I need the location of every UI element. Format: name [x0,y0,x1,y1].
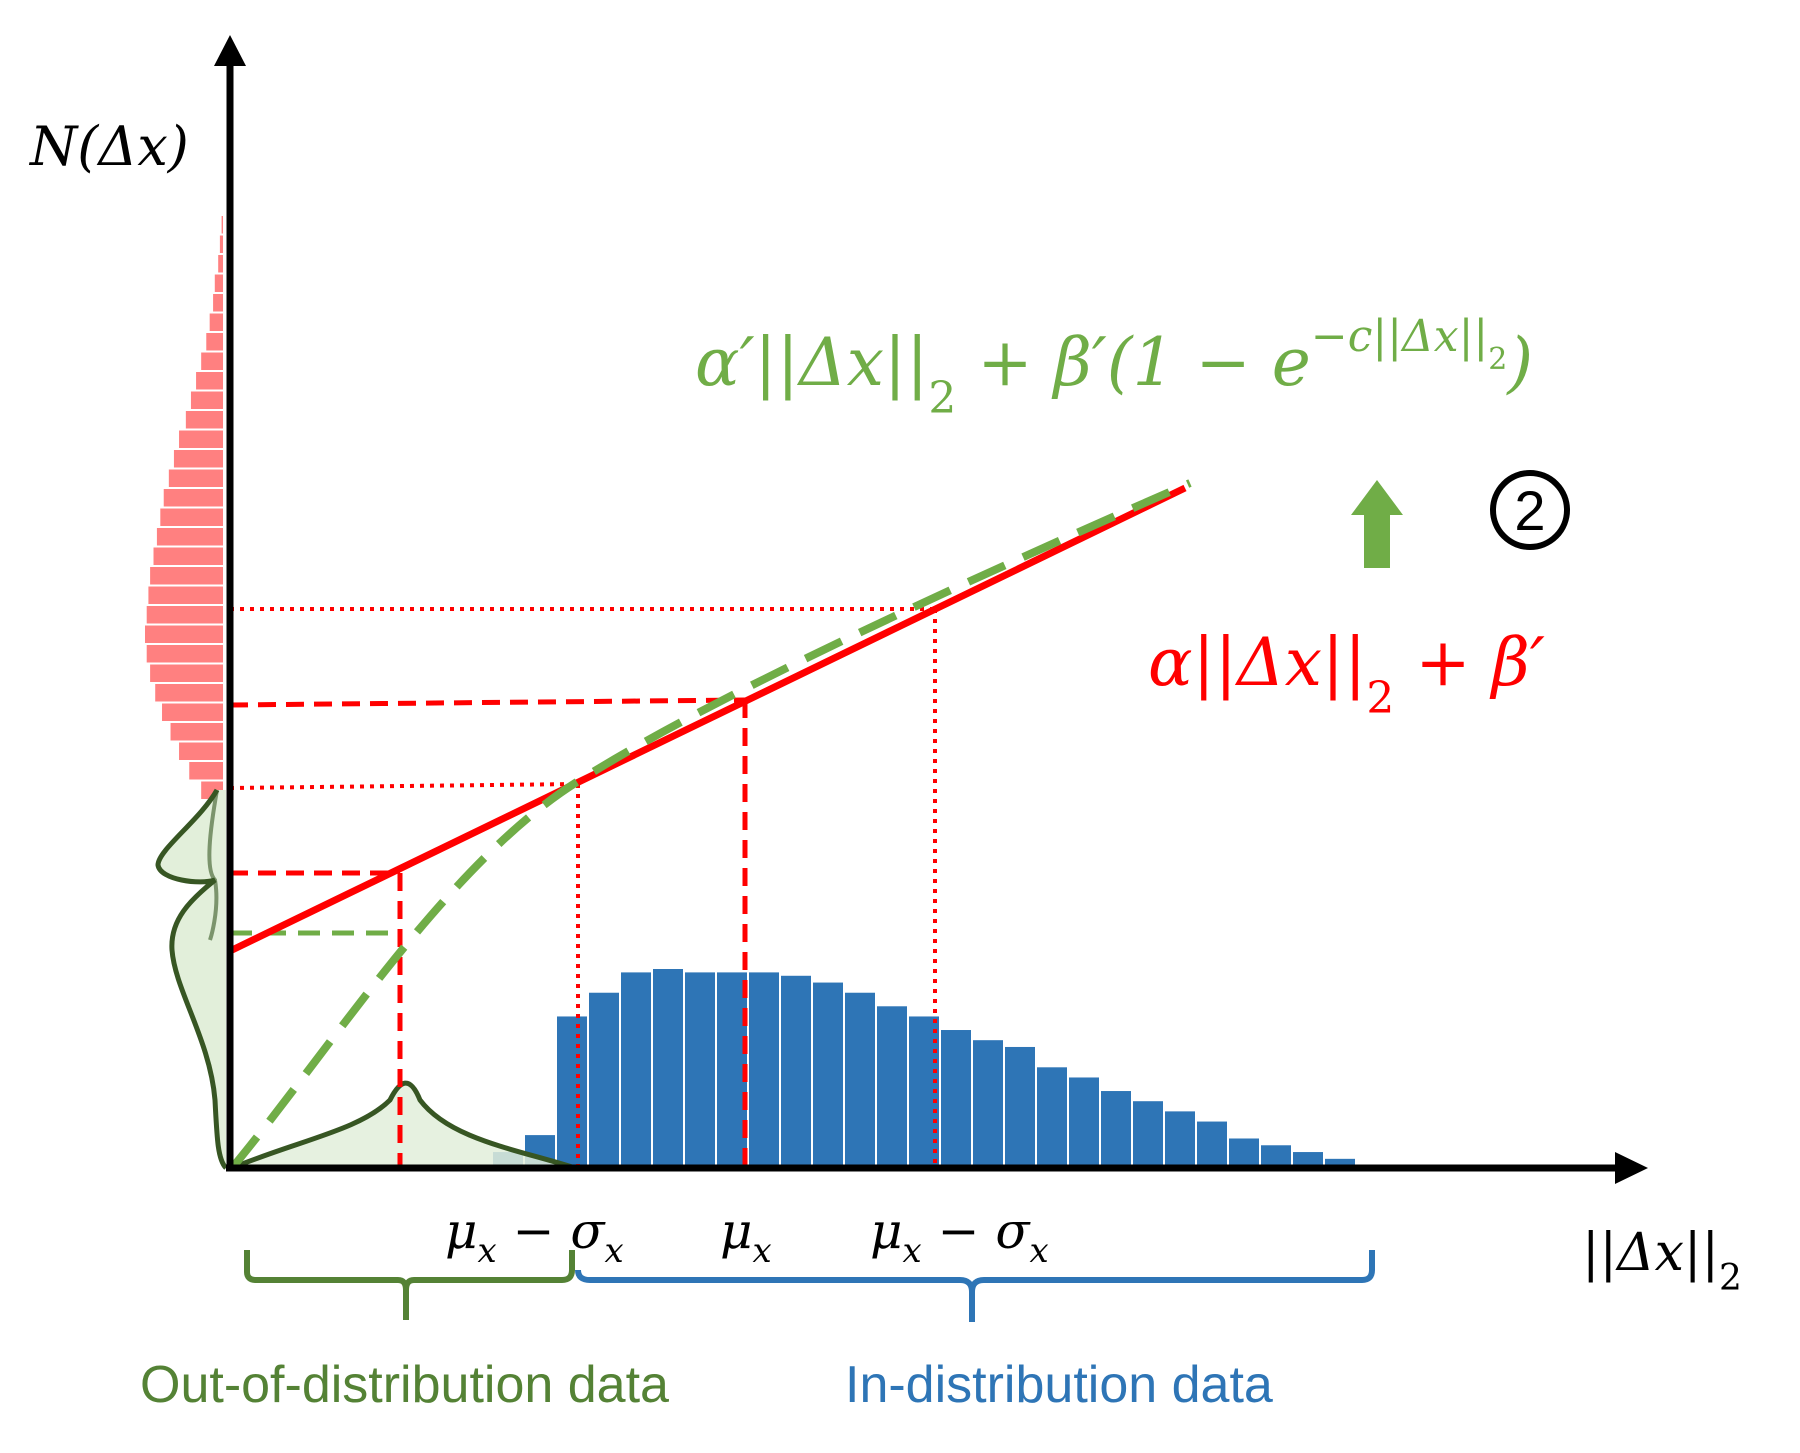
n-dist-bar [143,623,225,645]
n-dist-bar [207,311,225,333]
red-linear-fit [226,484,1187,956]
ood-density-y-tail [207,789,219,941]
ood-density-x-outline [231,1080,576,1171]
ref-h-dashed-mid [229,697,746,708]
n-dist-bar [199,350,225,372]
green-formula-sup-sub: 2 [1488,342,1507,377]
in-dist-bar [651,967,685,1169]
in-dist-brace [575,1250,1375,1322]
in-dist-bar [843,990,877,1169]
step-marker-circle [1490,470,1570,550]
red-formula-main: α||Δx|| [1148,624,1366,701]
tick-right: μx − σx [870,1202,1049,1271]
n-dist-bar [166,467,225,489]
step-marker: 2 [1490,470,1570,550]
n-dist-bar [171,448,226,470]
n-dist-bar [148,565,225,587]
x-axis-label: ||Δx||2 [1582,1223,1742,1299]
in-dist-bar [1227,1136,1261,1170]
in-dist-bar [1131,1099,1165,1169]
in-dist-bar [587,990,621,1169]
n-dist-bar [188,389,225,411]
red-formula-rest: + β′ [1394,624,1544,701]
n-dist-bar [177,428,226,450]
n-dist-bar [177,740,226,762]
n-distribution-histogram [143,214,226,801]
x-axis-label-main: ||Δx|| [1582,1223,1719,1283]
in-dist-bar [1259,1143,1293,1170]
green-formula-sup: −c||Δx|| [1311,311,1488,362]
in-dist-bar [811,980,845,1169]
n-dist-bar [211,292,226,314]
n-dist-bar [204,331,225,353]
green-formula-main: α′||Δx|| [695,324,928,401]
n-dist-bar [144,604,226,626]
n-dist-bar [183,409,225,431]
n-dist-bar [158,506,226,528]
n-dist-bar [194,370,225,392]
tick-mid: μx [720,1202,772,1271]
red-formula-sub: 2 [1366,673,1394,724]
green-formula-close: ) [1505,324,1533,401]
ood-density-x [232,1083,575,1168]
n-dist-bar [217,233,225,255]
ood-density-y [158,790,226,1168]
red-formula: α||Δx||2 + β′ [1148,624,1545,724]
in-dist-bar [1003,1044,1037,1169]
ood-density-y-outline [155,788,228,1170]
ood-label: Out-of-distribution data [140,1356,669,1414]
in-dist-bar [683,970,717,1169]
n-dist-bar [168,721,226,743]
in-dist-bar [1067,1075,1101,1170]
tick-left: μx − σx [445,1202,624,1271]
green-formula-rest: + β′(1 − e [956,324,1310,401]
n-dist-bar [154,526,225,548]
in-dist-bar [747,970,781,1169]
in-dist-label: In-distribution data [845,1356,1273,1414]
green-formula: α′||Δx||2 + β′(1 − e−c||Δx||2) [695,311,1533,424]
n-dist-bar [146,584,225,606]
n-dist-bar [219,214,226,236]
upward-arrow [1351,480,1403,568]
n-dist-bar [187,760,226,782]
n-dist-bar [148,662,225,684]
in-dist-bar [555,1014,589,1170]
in-dist-bar [971,1038,1005,1169]
n-dist-bar [144,643,226,665]
ood-brace [244,1250,575,1320]
y-axis-arrowhead [214,35,246,66]
in-dist-bar [1099,1089,1133,1170]
x-axis-label-sub: 2 [1719,1258,1742,1299]
ref-h-dotted-low [229,782,581,790]
in-distribution-histogram [491,967,1389,1170]
reference-lines [229,607,937,1168]
n-dist-bar [160,701,225,723]
in-dist-bar [875,1004,909,1170]
axes [214,35,1648,1184]
n-dist-bar [153,682,225,704]
in-dist-bar [1163,1109,1197,1170]
n-dist-bar [212,272,225,294]
in-dist-bar [779,973,813,1169]
x-axis-arrowhead [1615,1152,1648,1184]
in-dist-bar [939,1028,973,1170]
in-dist-bar [619,970,653,1169]
n-dist-bar [216,253,225,275]
y-axis-label: N(Δx) [28,115,189,178]
in-dist-bar [1035,1065,1069,1169]
step-marker-number: 2 [1514,479,1545,542]
n-dist-bar [161,487,225,509]
green-formula-sub: 2 [928,373,956,424]
n-dist-bar [151,545,225,567]
in-dist-bar [1195,1119,1229,1169]
